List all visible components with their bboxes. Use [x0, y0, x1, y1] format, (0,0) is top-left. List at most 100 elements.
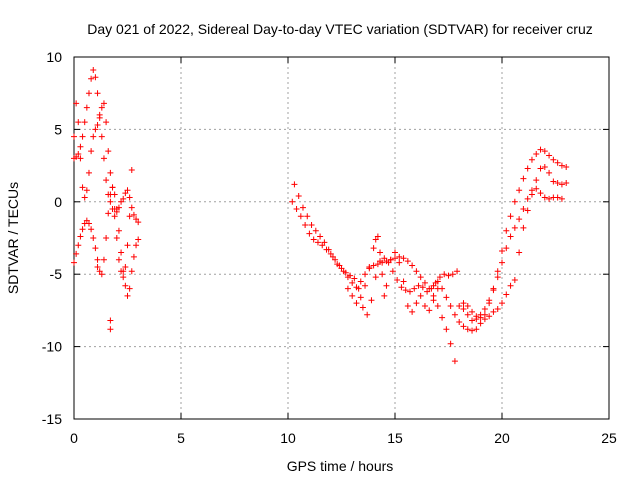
data-point [85, 220, 92, 227]
series-afternoon-arc-b [291, 181, 461, 318]
data-point [73, 250, 80, 257]
data-point [511, 276, 518, 283]
data-point [413, 268, 420, 275]
data-point [392, 249, 398, 256]
data-point [456, 318, 463, 325]
data-point [511, 224, 518, 231]
data-point [377, 258, 384, 265]
data-point [443, 326, 450, 333]
data-point [349, 292, 356, 299]
data-point [563, 179, 570, 186]
plot-frame [73, 56, 610, 420]
data-point [364, 311, 371, 318]
data-point [107, 317, 114, 324]
data-point [130, 253, 137, 260]
data-point [310, 236, 317, 243]
data-point [464, 326, 471, 333]
data-point [499, 248, 505, 255]
data-point [490, 287, 497, 294]
data-point [302, 221, 309, 228]
y-tick-labels: 10 5 0 -5 -10 -15 [42, 49, 62, 427]
data-point [314, 239, 321, 246]
chart-title: Day 021 of 2022, Sidereal Day-to-day VTE… [87, 21, 593, 37]
data-point [404, 258, 411, 265]
data-point [456, 303, 463, 310]
data-point [524, 207, 531, 214]
data-point [537, 190, 544, 197]
data-point [90, 235, 97, 241]
data-point [434, 278, 441, 285]
data-point [374, 233, 381, 240]
data-point [98, 133, 105, 140]
data-point [413, 300, 420, 307]
data-point [541, 164, 548, 171]
data-point [88, 75, 95, 82]
data-point [88, 226, 95, 233]
data-point [122, 282, 129, 289]
data-point [447, 303, 454, 310]
data-point [389, 268, 396, 275]
data-point [445, 272, 452, 279]
data-point [546, 152, 553, 159]
data-point [402, 287, 409, 294]
data-point [481, 316, 488, 323]
data-point [409, 262, 416, 269]
data-point [113, 235, 120, 241]
data-point [516, 216, 523, 223]
data-point [83, 187, 90, 194]
series-afternoon-arc-a [289, 198, 458, 365]
data-point [118, 249, 125, 256]
data-point [398, 284, 405, 291]
data-point [312, 227, 319, 234]
data-point [417, 274, 424, 281]
data-point [304, 213, 311, 220]
data-point [451, 311, 458, 318]
data-point [107, 169, 114, 176]
data-point [443, 294, 450, 301]
data-point [124, 292, 131, 299]
data-point [528, 191, 535, 198]
data-point [507, 282, 514, 289]
data-point [394, 276, 401, 283]
data-point [357, 294, 364, 301]
data-point [460, 323, 467, 330]
data-point [103, 235, 110, 241]
y-axis-label: SDTVAR / TECUs [5, 182, 21, 294]
data-point [126, 213, 133, 220]
data-point [100, 100, 107, 107]
data-point [96, 114, 103, 121]
data-point [546, 195, 553, 202]
data-points [71, 67, 570, 365]
grid-lines [74, 57, 609, 419]
x-tick-label: 0 [70, 430, 78, 446]
data-point [421, 279, 428, 286]
data-point [75, 151, 82, 158]
data-point [90, 133, 97, 140]
data-point [550, 178, 557, 185]
data-point [133, 242, 140, 249]
data-point [426, 307, 433, 314]
data-point [83, 104, 90, 111]
data-point [103, 119, 110, 126]
x-tick-label: 5 [177, 430, 185, 446]
data-point [120, 195, 127, 202]
data-point [135, 236, 142, 243]
data-point [533, 177, 540, 184]
data-point [516, 249, 523, 256]
data-point [477, 314, 484, 321]
data-point [469, 327, 476, 334]
data-point [473, 313, 480, 320]
data-point [460, 305, 467, 312]
series-evening-arc-b [456, 185, 565, 324]
series-evening-arc-c [460, 164, 570, 323]
data-point [130, 211, 137, 218]
data-point [507, 233, 514, 240]
data-point [541, 148, 548, 155]
data-point [400, 278, 407, 285]
data-point [88, 148, 95, 155]
data-point [436, 274, 443, 281]
data-point [430, 297, 437, 304]
data-point [554, 194, 561, 201]
data-point [81, 119, 88, 126]
data-point [524, 165, 531, 172]
